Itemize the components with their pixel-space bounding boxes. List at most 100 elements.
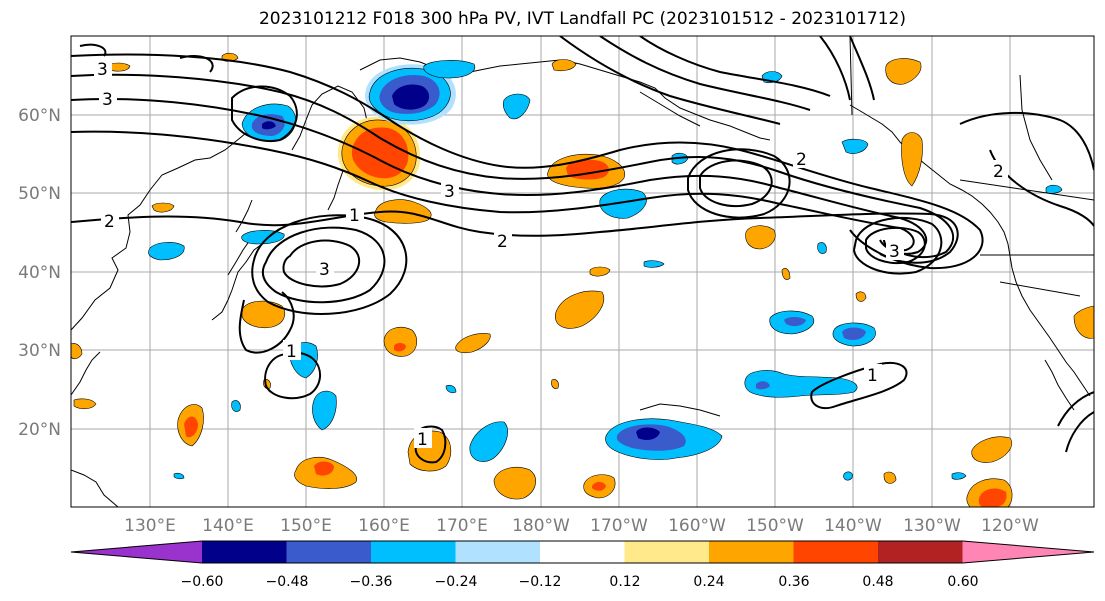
map-frame xyxy=(70,35,1095,508)
colorbar-segment xyxy=(71,541,202,563)
contour-line xyxy=(559,36,781,125)
positive-anomaly xyxy=(394,343,406,352)
negative-anomaly xyxy=(636,427,660,440)
contour-label: 1 xyxy=(349,206,360,226)
positive-anomaly xyxy=(971,436,1012,463)
colorbar-tick-label: −0.36 xyxy=(350,574,393,590)
positive-anomaly xyxy=(555,290,604,329)
negative-anomaly xyxy=(423,60,476,79)
positive-anomaly xyxy=(493,467,536,500)
negative-anomaly xyxy=(392,84,430,110)
positive-anomaly xyxy=(314,461,334,476)
contour-label: 2 xyxy=(104,212,115,232)
lon-label: 160°W xyxy=(668,516,726,536)
colorbar-segment xyxy=(202,541,287,563)
positive-anomaly xyxy=(745,225,776,250)
lon-label: 130°E xyxy=(124,516,176,536)
colorbar-segment xyxy=(709,541,794,563)
negative-anomaly xyxy=(469,421,508,462)
lon-label: 170°E xyxy=(436,516,488,536)
contour-line xyxy=(414,425,447,464)
negative-anomaly xyxy=(841,138,869,154)
contour-line xyxy=(71,210,959,264)
negative-anomaly xyxy=(643,260,665,268)
negative-anomaly xyxy=(1045,184,1063,194)
lon-label: 170°W xyxy=(590,516,648,536)
contour-label: 1 xyxy=(286,342,297,362)
contour-line xyxy=(959,111,1094,171)
contour-line xyxy=(819,36,851,101)
negative-anomaly xyxy=(599,188,647,219)
positive-anomaly xyxy=(901,132,923,187)
positive-anomaly xyxy=(71,343,83,360)
contour-line xyxy=(238,291,295,354)
positive-anomaly xyxy=(151,202,175,213)
lon-label: 140°W xyxy=(824,516,882,536)
contour-line xyxy=(849,36,875,101)
negative-anomaly xyxy=(502,93,531,120)
positive-anomaly xyxy=(592,481,606,491)
negative-anomaly xyxy=(231,400,241,412)
contour-line xyxy=(599,36,811,111)
lon-label: 140°E xyxy=(202,516,254,536)
contour-labels: 3 2 1 2 3 2 1 1 1 2 3 3 3 xyxy=(94,58,1008,450)
negative-anomaly xyxy=(756,381,770,390)
negative-anomaly xyxy=(784,317,806,327)
positive-anomaly xyxy=(73,398,97,410)
contour-line xyxy=(1057,391,1094,427)
lat-label: 60°N xyxy=(18,106,61,126)
contour-line xyxy=(264,351,321,400)
contour-line xyxy=(231,85,298,142)
contour-line xyxy=(71,130,915,252)
positive-anomaly xyxy=(883,471,897,484)
lon-label: 130°W xyxy=(903,516,961,536)
positive-anomaly xyxy=(781,268,791,280)
positive-anomaly xyxy=(978,488,1007,507)
contour-label: 3 xyxy=(444,182,455,202)
latitude-labels: 60°N 50°N 40°N 30°N 20°N xyxy=(18,106,61,440)
contour-line xyxy=(1065,411,1094,453)
positive-anomaly xyxy=(551,379,559,389)
positive-anomaly xyxy=(351,127,409,179)
contour-line xyxy=(71,97,928,255)
positive-anomaly xyxy=(184,416,198,438)
positive-anomaly xyxy=(885,58,922,85)
contour-line xyxy=(639,36,831,97)
positive-anomaly xyxy=(589,266,611,277)
colorbar-segment xyxy=(371,541,456,563)
colorbar: −0.60 −0.48 −0.36 −0.24 −0.12 0.12 0.24 … xyxy=(70,540,1095,590)
contour-line xyxy=(687,148,791,219)
negative-anomaly xyxy=(951,472,967,480)
contour-label: 2 xyxy=(796,150,807,170)
negative-anomaly xyxy=(262,121,276,130)
contour-line xyxy=(71,53,984,270)
negative-anomaly xyxy=(842,327,866,340)
lon-label: 120°W xyxy=(981,516,1039,536)
contour-line xyxy=(179,54,214,73)
positive-anomaly xyxy=(455,333,491,354)
contour-label: 3 xyxy=(97,60,108,80)
contour-label: 2 xyxy=(497,232,508,252)
map-panel: 3 2 1 2 3 2 1 1 1 2 3 3 3 xyxy=(71,36,1094,507)
contour-line xyxy=(865,226,926,264)
negative-anomaly xyxy=(843,471,853,481)
positive-anomaly xyxy=(551,59,577,72)
colorbar-tick-label: 0.36 xyxy=(778,574,809,590)
colorbar-segment xyxy=(624,541,709,563)
contour-label: 3 xyxy=(319,260,330,280)
lon-label: 180°W xyxy=(512,516,570,536)
longitude-labels: 130°E 140°E 150°E 160°E 170°E 180°W 170°… xyxy=(124,516,1039,536)
map-title: 2023101212 F018 300 hPa PV, IVT Landfall… xyxy=(258,9,906,29)
colorbar-tick-label: −0.24 xyxy=(435,574,478,590)
colorbar-segment xyxy=(793,541,878,563)
contour-label: 3 xyxy=(889,242,900,262)
negative-anomaly xyxy=(744,370,858,398)
positive-anomaly xyxy=(383,327,418,357)
lat-label: 40°N xyxy=(18,263,61,283)
contour-label: 1 xyxy=(417,430,428,450)
lat-label: 50°N xyxy=(18,184,61,204)
contour-line xyxy=(79,43,107,57)
lon-label: 160°E xyxy=(358,516,410,536)
ivt-contours xyxy=(71,36,1094,464)
